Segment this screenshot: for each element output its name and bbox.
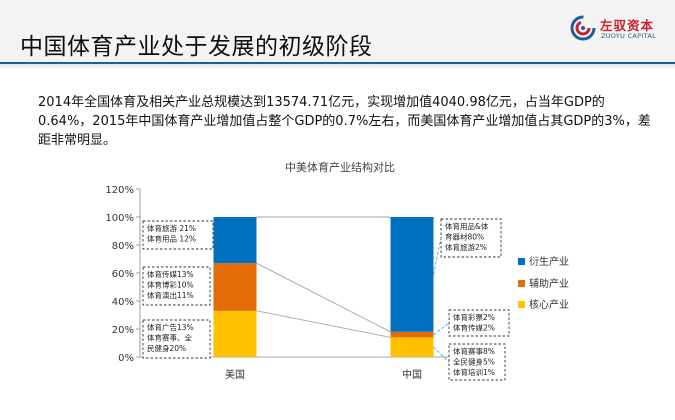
x-tick-label: 美国 xyxy=(225,368,245,381)
annotation-text: 体育用品 12% xyxy=(147,234,196,244)
y-tick-label: 0% xyxy=(118,353,134,364)
annotation-leader xyxy=(433,237,442,275)
intro-paragraph: 2014年全国体育及相关产业总规模达到13574.71亿元，实现增加值4040.… xyxy=(38,95,651,148)
annotation-box xyxy=(448,309,510,337)
bar-segment xyxy=(213,263,257,311)
y-tick-label: 20% xyxy=(112,325,134,336)
annotation-leader xyxy=(433,346,450,363)
bar-segment xyxy=(213,310,257,357)
annotation-text: 体育赛事8% xyxy=(453,346,495,356)
legend-label: 辅助产业 xyxy=(529,277,569,290)
legend-swatch xyxy=(518,258,525,265)
annotation-box xyxy=(142,319,211,359)
series-connector-line xyxy=(256,262,391,333)
y-tick-label: 120% xyxy=(105,185,134,196)
series-connector-line xyxy=(256,310,391,338)
annotation-box xyxy=(448,343,506,381)
legend-swatch xyxy=(518,280,525,287)
logo-mark-icon xyxy=(570,15,596,41)
x-tick-label: 中国 xyxy=(402,368,422,381)
y-tick-label: 80% xyxy=(112,241,134,252)
annotation-text: 体育培训1% xyxy=(453,367,495,377)
bar-segment xyxy=(390,217,434,332)
annotation-text: 育器材80% xyxy=(445,232,484,242)
legend-label: 核心产业 xyxy=(529,298,569,311)
annotation-text: 体育旅游2% xyxy=(445,242,487,252)
y-tick-label: 100% xyxy=(105,213,134,224)
header xyxy=(0,0,675,64)
chart-title: 中美体育产业结构对比 xyxy=(285,160,395,174)
annotation-box xyxy=(440,218,502,258)
annotation-text: 体育用品&体 xyxy=(445,221,489,231)
bar-segment xyxy=(390,331,434,338)
header-shadow xyxy=(0,64,675,70)
annotation-text: 体育传媒13% xyxy=(147,269,194,279)
annotation-text: 体育博彩10% xyxy=(147,280,194,290)
annotation-text: 体育彩票2% xyxy=(453,312,495,322)
bar-segment xyxy=(213,217,257,264)
annotation-text: 体育旅游 21% xyxy=(147,223,196,233)
annotation-text: 全民健身5% xyxy=(453,357,495,367)
bar-segment xyxy=(390,337,434,357)
annotation-text: 体育广告13% xyxy=(147,322,194,332)
company-logo: 左驭资本 ZUOYU CAPITAL xyxy=(568,12,668,46)
annotation-box xyxy=(142,220,214,250)
annotation-text: 体育演出11% xyxy=(147,290,194,300)
y-tick-label: 40% xyxy=(112,297,134,308)
annotation-box xyxy=(142,266,211,306)
logo-name-en: ZUOYU CAPITAL xyxy=(601,32,657,40)
annotation-text: 民健身20% xyxy=(147,343,186,353)
annotation-text: 体育赛事、全 xyxy=(147,333,192,343)
page-title: 中国体育产业处于发展的初级阶段 xyxy=(20,34,373,60)
legend-swatch xyxy=(518,301,525,308)
legend-label: 衍生产业 xyxy=(529,255,569,268)
header-divider xyxy=(0,62,675,64)
annotation-leader xyxy=(433,322,450,335)
y-tick-label: 60% xyxy=(112,269,134,280)
annotation-text: 体育传媒2% xyxy=(453,323,495,333)
logo-name-cn: 左驭资本 xyxy=(600,18,655,33)
